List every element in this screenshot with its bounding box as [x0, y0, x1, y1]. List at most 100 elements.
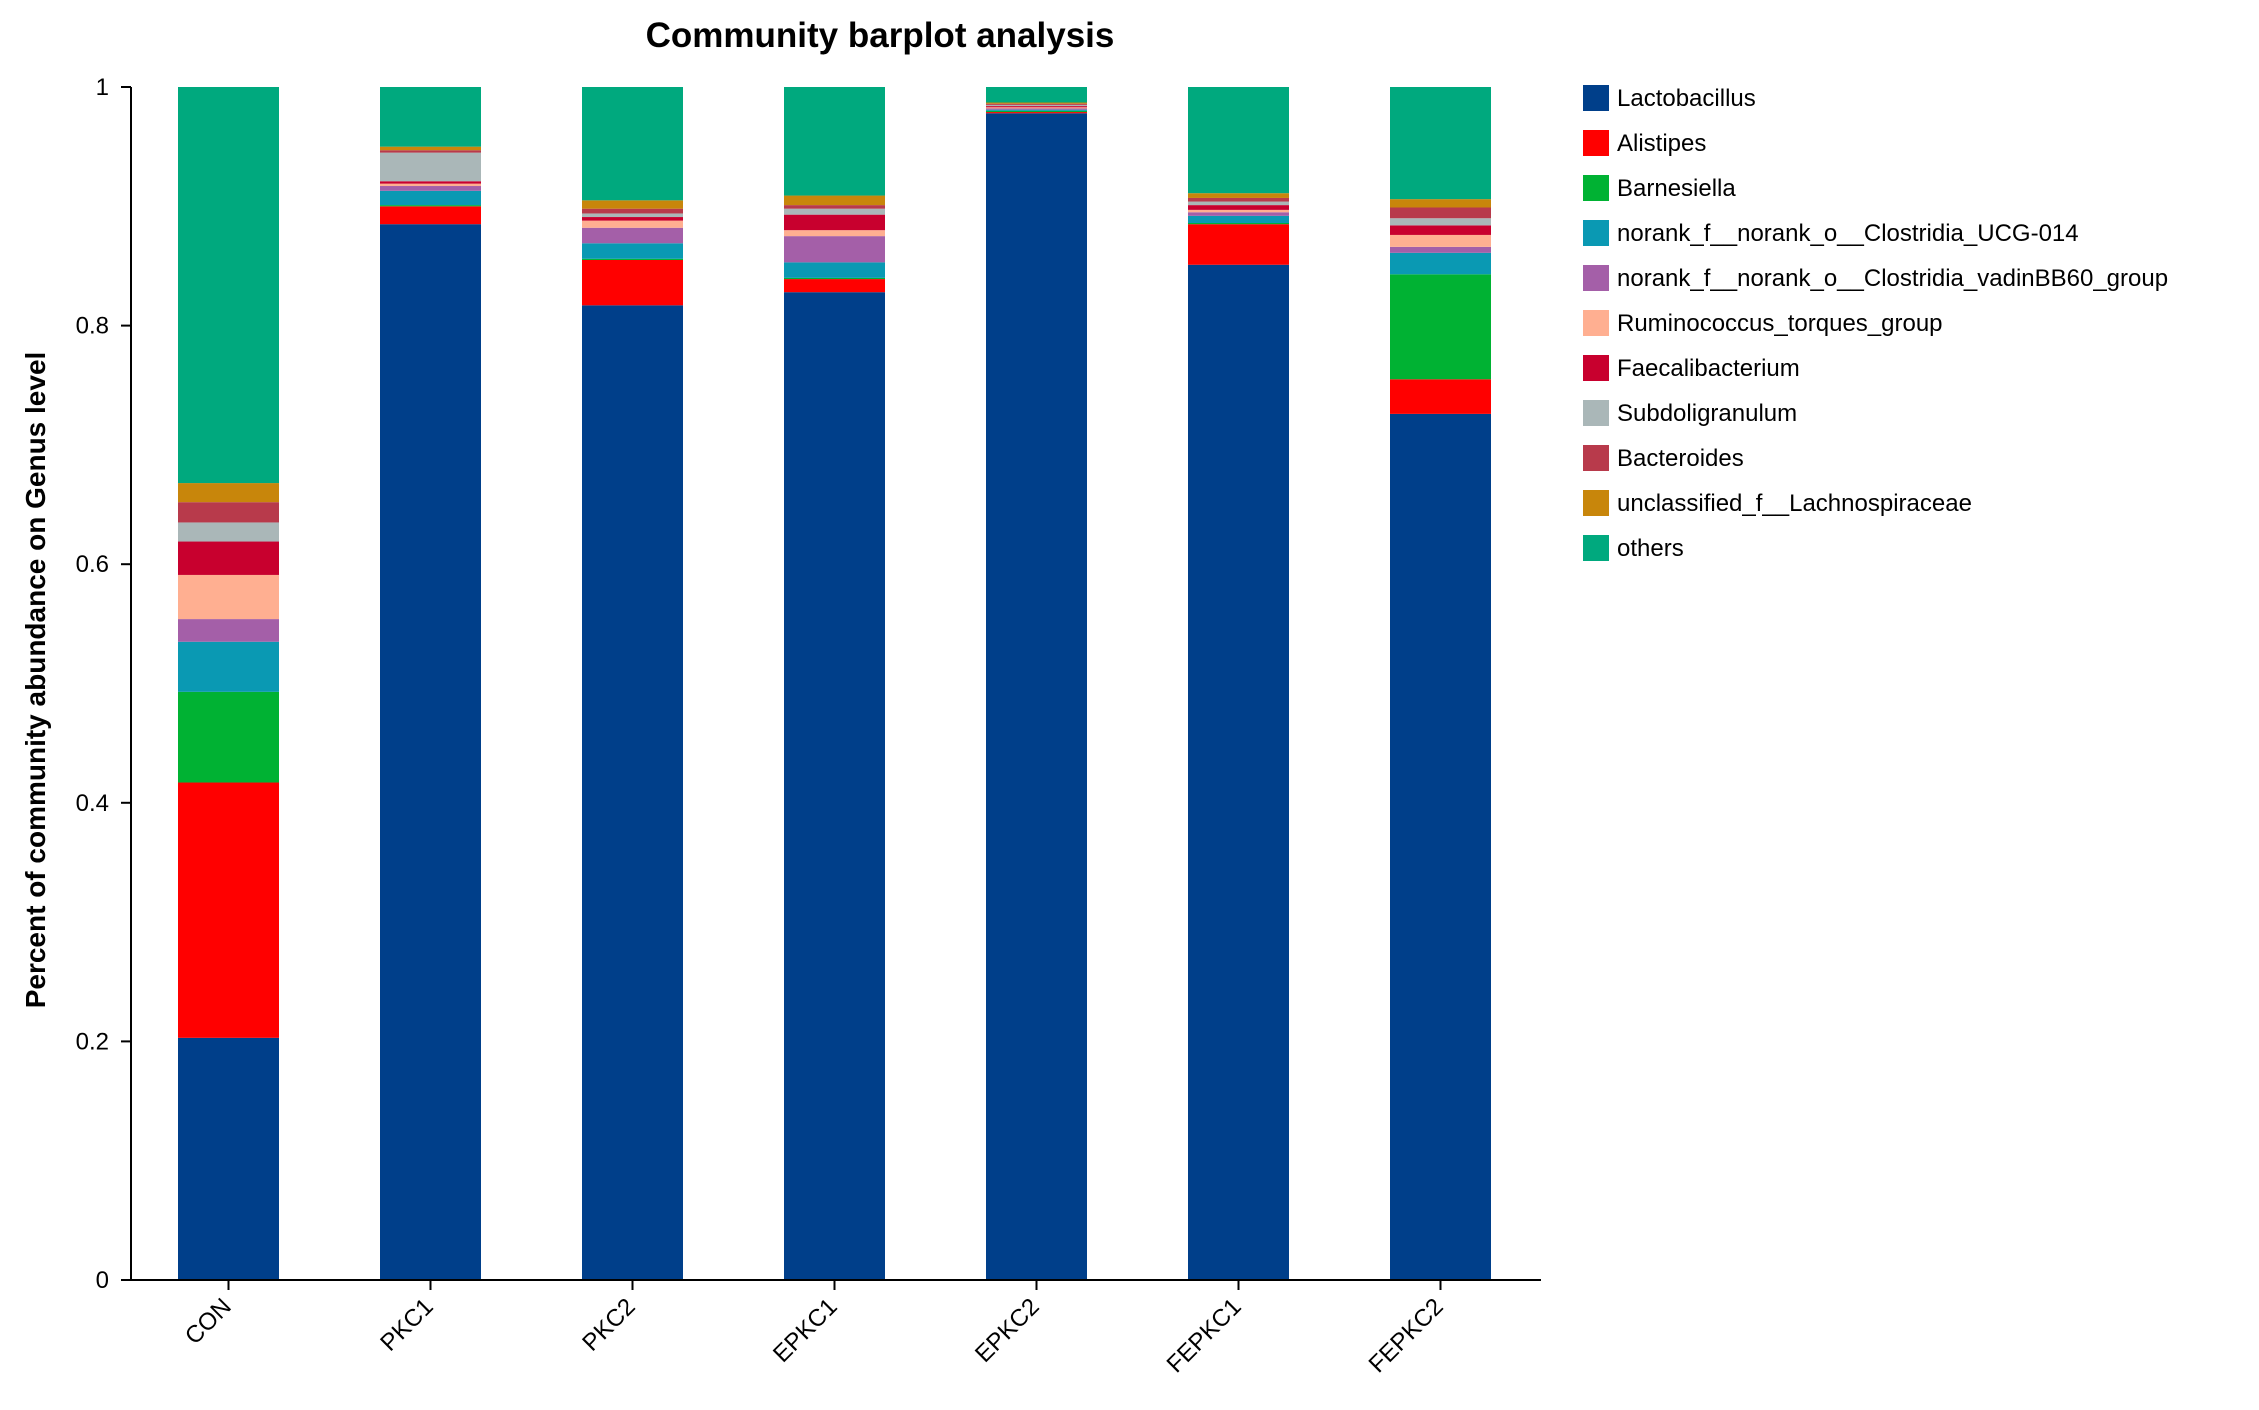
- bar-segment-epkc1-5: [784, 230, 885, 237]
- bar-segment-fepkc2-1: [1390, 379, 1491, 414]
- legend-label: Alistipes: [1617, 130, 1706, 157]
- bar-segment-pkc2-4: [582, 227, 683, 244]
- legend-swatch: [1583, 400, 1609, 426]
- bar-segment-fepkc2-2: [1390, 274, 1491, 380]
- legend-label: Faecalibacterium: [1617, 355, 1800, 382]
- legend-swatch: [1583, 220, 1609, 246]
- legend-item: norank_f__norank_o__Clostridia_vadinBB60…: [1583, 265, 2168, 292]
- legend-swatch: [1583, 130, 1609, 156]
- bar-segment-epkc2-3: [986, 109, 1087, 111]
- bar-stack-fepkc2: [1390, 87, 1491, 1281]
- bar-segment-fepkc1-3: [1188, 215, 1289, 224]
- bar-segment-pkc2-6: [582, 217, 683, 221]
- legend-label: Ruminococcus_torques_group: [1617, 310, 1943, 337]
- bar-segment-fepkc2-0: [1390, 413, 1491, 1281]
- bar-segment-epkc1-4: [784, 236, 885, 263]
- legend-swatch: [1583, 490, 1609, 516]
- bar-segment-epkc2-0: [986, 113, 1087, 1281]
- legend-item: others: [1583, 535, 1684, 562]
- bar-segment-pkc2-10: [582, 87, 683, 201]
- x-tick-label: EPKC1: [768, 1293, 843, 1368]
- bar-segment-fepkc1-2: [1188, 223, 1289, 225]
- x-tick-label: PKC1: [375, 1293, 438, 1356]
- bar-segment-con-4: [178, 619, 279, 642]
- legend-label: Lactobacillus: [1617, 85, 1756, 112]
- bar-segment-pkc1-4: [380, 186, 481, 191]
- bar-segment-fepkc1-7: [1188, 201, 1289, 206]
- bar-segment-con-8: [178, 502, 279, 523]
- legend-item: Ruminococcus_torques_group: [1583, 310, 1943, 337]
- y-axis: 0 0.2 0.4 0.6 0.8 1: [76, 74, 132, 1294]
- bar-segment-pkc1-0: [380, 224, 481, 1280]
- legend-swatch: [1583, 85, 1609, 111]
- x-tick-label: EPKC2: [970, 1293, 1045, 1368]
- y-axis-label: Percent of community abundance on Genus …: [20, 352, 51, 1009]
- legend-swatch: [1583, 445, 1609, 471]
- bar-segment-pkc1-6: [380, 181, 481, 184]
- legend-item: unclassified_f__Lachnospiraceae: [1583, 490, 1972, 517]
- bar-segment-fepkc2-9: [1390, 199, 1491, 208]
- bar-segment-epkc2-7: [986, 104, 1087, 107]
- bar-stack-epkc2: [986, 87, 1087, 1281]
- bar-segment-epkc1-7: [784, 208, 885, 215]
- bar-segment-epkc2-10: [986, 87, 1087, 103]
- legend-swatch: [1583, 355, 1609, 381]
- legend-swatch: [1583, 265, 1609, 291]
- bar-segment-pkc2-8: [582, 208, 683, 214]
- legend-label: Subdoligranulum: [1617, 400, 1797, 427]
- bar-segment-fepkc1-5: [1188, 209, 1289, 213]
- legend-item: Lactobacillus: [1583, 85, 1756, 112]
- bar-segment-pkc2-0: [582, 305, 683, 1281]
- bar-segment-pkc1-7: [380, 152, 481, 182]
- bar-segment-epkc1-6: [784, 214, 885, 231]
- legend: Lactobacillus Alistipes Barnesiella norank_…: [1583, 85, 2168, 562]
- bar-segment-pkc1-10: [380, 87, 481, 147]
- bar-stack-epkc1: [784, 87, 885, 1280]
- bar-segment-epkc2-2: [986, 110, 1087, 113]
- bar-segment-epkc1-9: [784, 195, 885, 206]
- bar-segment-fepkc1-10: [1188, 87, 1289, 194]
- bar-stack-fepkc1: [1188, 87, 1289, 1281]
- bar-stack-con: [178, 87, 279, 1280]
- legend-swatch: [1583, 175, 1609, 201]
- legend-item: Subdoligranulum: [1583, 400, 1797, 427]
- bar-segment-con-0: [178, 1037, 279, 1280]
- bar-segment-fepkc2-4: [1390, 246, 1491, 253]
- bar-segment-pkc1-3: [380, 190, 481, 206]
- bar-segment-fepkc1-4: [1188, 212, 1289, 216]
- legend-label: unclassified_f__Lachnospiraceae: [1617, 490, 1972, 517]
- y-tick-label: 0: [96, 1267, 109, 1294]
- bar-segment-epkc2-1: [986, 112, 1087, 114]
- bar-segment-pkc2-3: [582, 243, 683, 259]
- bar-stack-pkc1: [380, 87, 481, 1280]
- bar-segment-pkc2-7: [582, 213, 683, 218]
- bar-segment-pkc1-8: [380, 150, 481, 153]
- bar-segment-fepkc1-6: [1188, 205, 1289, 210]
- x-axis: CON PKC1 PKC2 EPKC1 EPKC2 FEPKC1 FEPKC2: [131, 1279, 1541, 1378]
- y-tick-label: 0.8: [76, 313, 109, 340]
- bar-segment-epkc2-4: [986, 108, 1087, 110]
- y-tick-label: 1: [96, 74, 109, 101]
- bar-segment-epkc1-3: [784, 262, 885, 278]
- bar-segment-pkc2-1: [582, 259, 683, 306]
- bar-segment-pkc1-2: [380, 205, 481, 207]
- legend-label: norank_f__norank_o__Clostridia_UCG-014: [1617, 220, 2079, 247]
- y-tick-label: 0.4: [76, 790, 109, 817]
- legend-item: norank_f__norank_o__Clostridia_UCG-014: [1583, 220, 2079, 247]
- legend-label: others: [1617, 535, 1684, 562]
- legend-item: Alistipes: [1583, 130, 1706, 157]
- bar-segment-con-9: [178, 483, 279, 503]
- x-tick-label: FEPKC1: [1162, 1293, 1247, 1378]
- plot-area: [178, 87, 1491, 1281]
- bar-segment-con-7: [178, 522, 279, 542]
- chart-title: Community barplot analysis: [646, 16, 1115, 55]
- legend-label: Bacteroides: [1617, 445, 1744, 472]
- bar-segment-con-6: [178, 541, 279, 575]
- bar-segment-pkc2-9: [582, 200, 683, 209]
- bar-segment-fepkc2-6: [1390, 225, 1491, 235]
- legend-item: Bacteroides: [1583, 445, 1744, 472]
- bar-segment-pkc2-5: [582, 220, 683, 228]
- legend-item: Barnesiella: [1583, 175, 1736, 202]
- legend-swatch: [1583, 535, 1609, 561]
